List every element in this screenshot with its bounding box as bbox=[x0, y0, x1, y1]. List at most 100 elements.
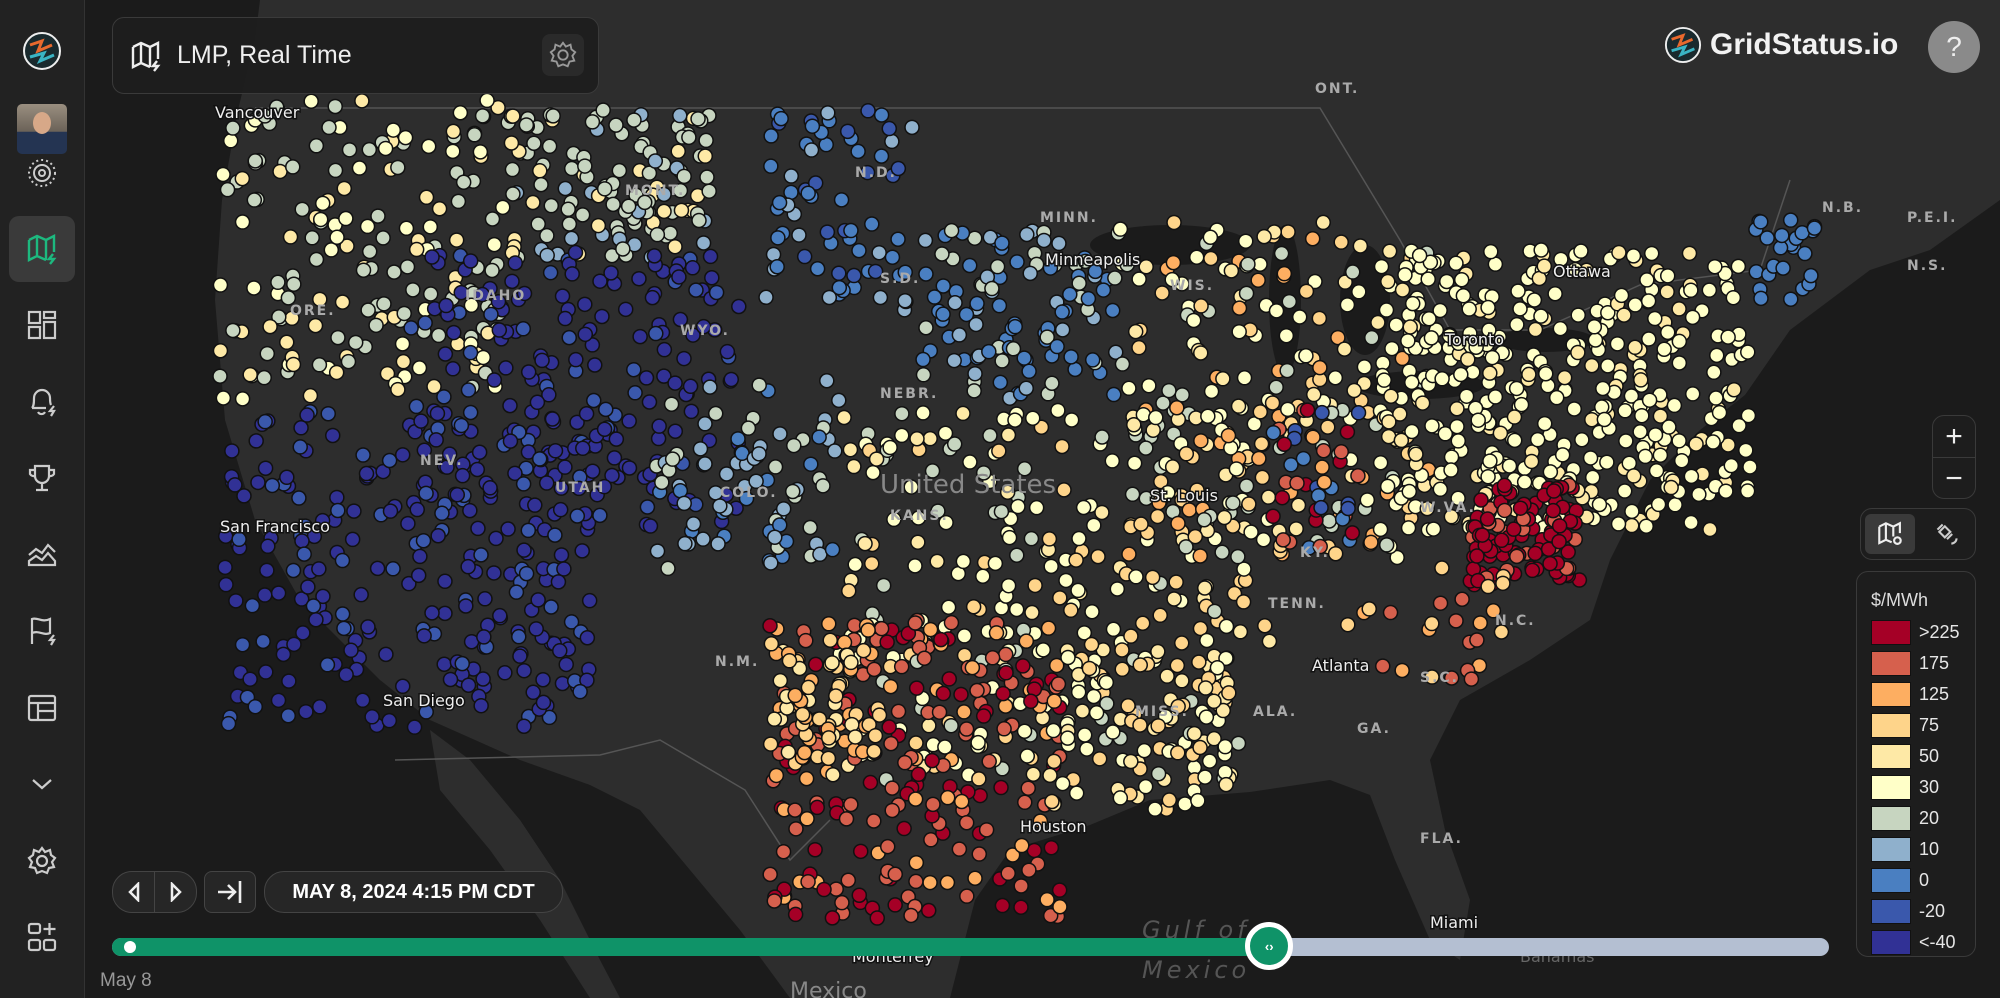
price-node[interactable] bbox=[864, 555, 880, 572]
price-node[interactable] bbox=[228, 593, 244, 609]
zoom-out-button[interactable]: − bbox=[1945, 461, 1963, 495]
price-node[interactable] bbox=[1660, 324, 1676, 341]
price-node[interactable] bbox=[280, 707, 297, 724]
price-node[interactable] bbox=[1455, 287, 1472, 304]
price-node[interactable] bbox=[581, 592, 598, 609]
price-node[interactable] bbox=[1236, 370, 1253, 386]
satellite-style-button[interactable] bbox=[1922, 514, 1972, 554]
price-node[interactable] bbox=[1671, 433, 1687, 449]
price-node[interactable] bbox=[1236, 561, 1252, 577]
price-node[interactable] bbox=[873, 107, 890, 123]
price-node[interactable] bbox=[542, 264, 559, 281]
price-node[interactable] bbox=[672, 182, 689, 199]
price-node[interactable] bbox=[1587, 332, 1604, 348]
price-node[interactable] bbox=[1235, 594, 1252, 610]
price-node[interactable] bbox=[1723, 457, 1740, 474]
price-node[interactable] bbox=[969, 682, 985, 699]
price-node[interactable] bbox=[685, 516, 702, 532]
price-node[interactable] bbox=[762, 618, 778, 634]
price-node[interactable] bbox=[426, 378, 442, 395]
price-node[interactable] bbox=[1479, 511, 1496, 527]
price-node[interactable] bbox=[552, 501, 569, 518]
price-node[interactable] bbox=[1389, 549, 1405, 566]
price-node[interactable] bbox=[539, 227, 555, 244]
price-node[interactable] bbox=[1124, 486, 1141, 503]
price-node[interactable] bbox=[672, 483, 689, 499]
price-node[interactable] bbox=[1666, 397, 1683, 414]
price-node[interactable] bbox=[866, 813, 882, 829]
price-node[interactable] bbox=[520, 444, 537, 460]
price-node[interactable] bbox=[225, 322, 241, 339]
price-node[interactable] bbox=[1225, 495, 1241, 511]
price-node[interactable] bbox=[1487, 389, 1504, 405]
price-node[interactable] bbox=[508, 584, 525, 600]
price-node[interactable] bbox=[534, 352, 550, 369]
price-node[interactable] bbox=[1206, 603, 1223, 620]
price-node[interactable] bbox=[881, 120, 898, 137]
price-node[interactable] bbox=[1230, 548, 1246, 565]
price-node[interactable] bbox=[1137, 778, 1154, 795]
price-node[interactable] bbox=[538, 475, 555, 491]
price-node[interactable] bbox=[1141, 377, 1157, 394]
price-node[interactable] bbox=[1025, 766, 1042, 783]
price-node[interactable] bbox=[955, 553, 972, 570]
price-node[interactable] bbox=[1725, 289, 1742, 306]
price-node[interactable] bbox=[222, 133, 239, 149]
price-node[interactable] bbox=[336, 620, 352, 637]
price-node[interactable] bbox=[955, 405, 971, 422]
price-node[interactable] bbox=[1203, 383, 1220, 400]
price-node[interactable] bbox=[346, 503, 362, 519]
price-node[interactable] bbox=[264, 477, 281, 494]
price-node[interactable] bbox=[311, 561, 327, 577]
price-node[interactable] bbox=[802, 519, 818, 536]
price-node[interactable] bbox=[1126, 417, 1142, 433]
price-node[interactable] bbox=[1688, 436, 1704, 452]
price-node[interactable] bbox=[455, 174, 472, 191]
price-node[interactable] bbox=[486, 565, 502, 581]
price-node[interactable] bbox=[1019, 748, 1036, 764]
price-node[interactable] bbox=[401, 575, 417, 592]
price-node[interactable] bbox=[751, 446, 767, 462]
price-node[interactable] bbox=[554, 288, 571, 304]
price-node[interactable] bbox=[1485, 603, 1502, 619]
price-node[interactable] bbox=[1443, 462, 1459, 478]
price-node[interactable] bbox=[667, 238, 683, 255]
price-node[interactable] bbox=[1052, 590, 1068, 606]
price-node[interactable] bbox=[648, 325, 664, 342]
price-node[interactable] bbox=[1206, 730, 1222, 747]
price-node[interactable] bbox=[234, 170, 251, 187]
price-node[interactable] bbox=[369, 560, 386, 577]
price-node[interactable] bbox=[1449, 418, 1465, 435]
price-node[interactable] bbox=[1538, 366, 1554, 382]
price-node[interactable] bbox=[1527, 321, 1544, 338]
price-node[interactable] bbox=[454, 655, 470, 672]
price-node[interactable] bbox=[768, 767, 785, 784]
price-node[interactable] bbox=[1043, 558, 1059, 575]
price-node[interactable] bbox=[1063, 412, 1080, 428]
price-node[interactable] bbox=[988, 625, 1005, 641]
price-node[interactable] bbox=[1623, 388, 1640, 404]
price-node[interactable] bbox=[1288, 521, 1304, 537]
price-node[interactable] bbox=[1276, 265, 1293, 282]
price-node[interactable] bbox=[234, 214, 251, 230]
price-node[interactable] bbox=[1652, 408, 1669, 424]
price-node[interactable] bbox=[257, 413, 273, 430]
price-node[interactable] bbox=[1634, 407, 1650, 424]
price-node[interactable] bbox=[644, 289, 661, 306]
price-node[interactable] bbox=[212, 277, 229, 293]
price-node[interactable] bbox=[377, 140, 394, 157]
price-node[interactable] bbox=[1350, 468, 1366, 484]
price-node[interactable] bbox=[1283, 457, 1299, 473]
price-node[interactable] bbox=[918, 266, 934, 282]
price-node[interactable] bbox=[1206, 693, 1222, 710]
price-node[interactable] bbox=[1458, 388, 1475, 404]
price-node[interactable] bbox=[968, 316, 984, 333]
price-node[interactable] bbox=[411, 360, 428, 376]
price-node[interactable] bbox=[502, 397, 518, 414]
price-node[interactable] bbox=[781, 653, 798, 669]
price-node[interactable] bbox=[1425, 521, 1442, 537]
price-node[interactable] bbox=[1215, 702, 1231, 719]
price-node[interactable] bbox=[569, 414, 585, 431]
price-node[interactable] bbox=[683, 403, 700, 420]
price-node[interactable] bbox=[1200, 408, 1216, 425]
